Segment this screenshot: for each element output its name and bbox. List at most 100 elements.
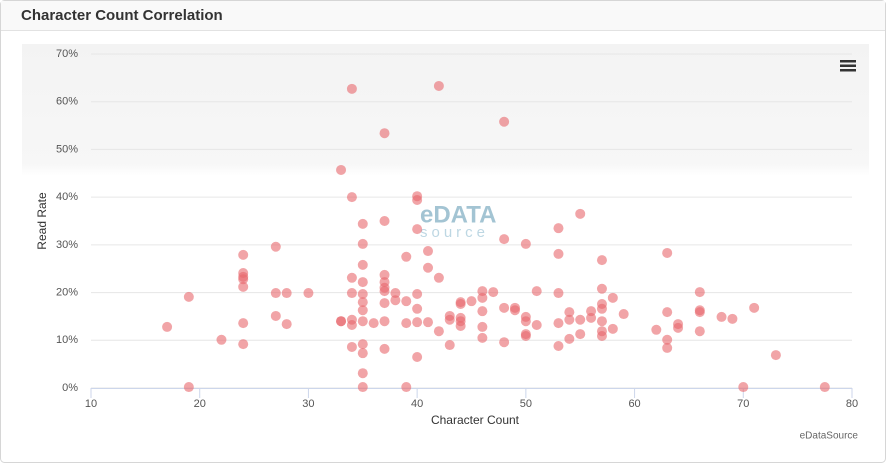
point — [466, 296, 477, 307]
y-tick-label: 40% — [56, 191, 78, 203]
point — [412, 224, 423, 235]
point — [499, 302, 510, 313]
point — [727, 313, 738, 324]
point — [477, 332, 488, 343]
watermark: eDATA source — [420, 201, 496, 241]
point — [357, 348, 368, 359]
x-tick-label: 20 — [194, 398, 206, 410]
y-tick-label: 20% — [56, 286, 78, 298]
point — [412, 289, 423, 300]
point — [575, 208, 586, 219]
point — [346, 192, 357, 203]
point — [596, 283, 607, 294]
point — [390, 288, 401, 299]
y-tick-label: 60% — [56, 96, 78, 108]
point — [477, 292, 488, 303]
point — [357, 305, 368, 316]
credits[interactable]: eDataSource — [800, 431, 859, 442]
point — [357, 259, 368, 270]
point — [379, 343, 390, 354]
point — [520, 330, 531, 341]
point — [662, 342, 673, 353]
point — [346, 83, 357, 94]
point — [553, 223, 564, 234]
point — [401, 318, 412, 329]
point — [575, 329, 586, 340]
point — [651, 324, 662, 335]
chart-title: Character Count Correlation — [21, 7, 223, 24]
menu-button[interactable] — [836, 54, 860, 76]
point — [357, 316, 368, 327]
point — [336, 316, 347, 327]
point — [379, 269, 390, 280]
point — [368, 318, 379, 329]
menu-bar — [840, 60, 856, 63]
x-tick-label: 80 — [846, 398, 858, 410]
point — [477, 321, 488, 332]
point — [444, 314, 455, 325]
point — [346, 320, 357, 331]
point — [238, 318, 249, 329]
point — [357, 382, 368, 393]
x-tick-label: 70 — [737, 398, 749, 410]
point — [423, 246, 434, 257]
point — [694, 307, 705, 318]
point — [499, 337, 510, 348]
point — [662, 247, 673, 258]
point — [520, 238, 531, 249]
point — [509, 305, 520, 316]
point — [488, 287, 499, 298]
point — [183, 382, 194, 393]
point — [238, 274, 249, 285]
point — [401, 382, 412, 393]
point — [281, 319, 292, 330]
point — [694, 287, 705, 298]
point — [553, 288, 564, 299]
point — [379, 316, 390, 327]
point — [357, 289, 368, 300]
point — [662, 307, 673, 318]
point — [749, 302, 760, 313]
point — [390, 295, 401, 306]
point — [477, 306, 488, 317]
point — [694, 326, 705, 337]
point — [270, 241, 281, 252]
point — [455, 320, 466, 331]
point — [346, 288, 357, 299]
point — [586, 312, 597, 323]
point — [455, 299, 466, 310]
y-tick-label: 10% — [56, 334, 78, 346]
point — [423, 262, 434, 273]
point — [216, 334, 227, 345]
point — [444, 340, 455, 351]
x-tick-label: 10 — [85, 398, 97, 410]
plot-background — [22, 44, 869, 444]
menu-bar — [840, 64, 856, 67]
point — [673, 322, 684, 333]
panel-header — [1, 1, 885, 30]
point — [357, 297, 368, 308]
point — [770, 350, 781, 361]
y-tick-label: 30% — [56, 239, 78, 251]
x-tick-label: 60 — [628, 398, 640, 410]
point — [379, 286, 390, 297]
point — [346, 272, 357, 283]
point — [564, 333, 575, 344]
point — [357, 238, 368, 249]
point — [379, 298, 390, 309]
point — [238, 339, 249, 350]
point — [238, 249, 249, 260]
watermark-text: eDATA — [420, 201, 496, 228]
point — [716, 311, 727, 322]
y-tick-label: 0% — [62, 382, 78, 394]
point — [423, 317, 434, 328]
point — [433, 272, 444, 283]
point — [357, 368, 368, 379]
point — [607, 292, 618, 303]
y-tick-label: 70% — [56, 48, 78, 60]
point — [618, 309, 629, 320]
point — [738, 382, 749, 393]
point — [270, 288, 281, 299]
